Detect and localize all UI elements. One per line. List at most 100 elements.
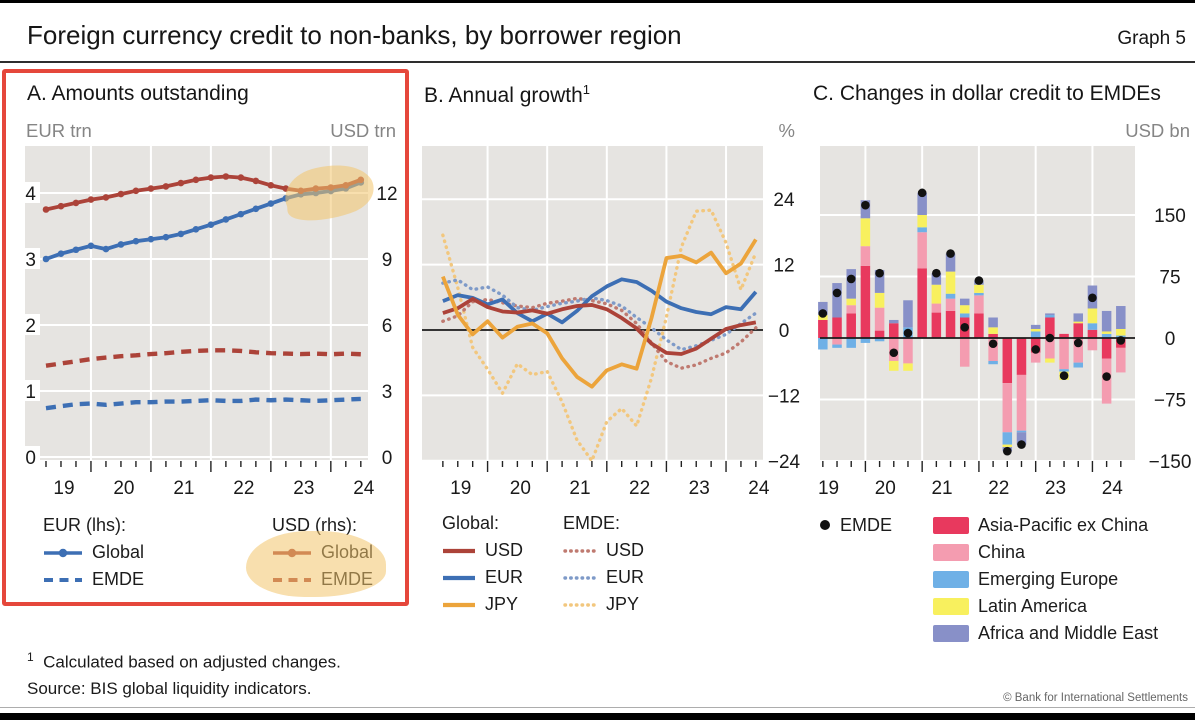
svg-text:21: 21 xyxy=(931,478,952,499)
legend-item-emerging-europe: Emerging Europe xyxy=(933,566,1158,593)
legend-item-emde-usd: USD xyxy=(563,537,683,564)
svg-text:19: 19 xyxy=(53,478,74,499)
asia-pacific-swatch xyxy=(933,517,970,534)
page-title: Foreign currency credit to non-banks, by… xyxy=(27,20,682,50)
svg-text:24: 24 xyxy=(353,478,375,499)
svg-text:6: 6 xyxy=(382,316,393,337)
top-border xyxy=(0,0,1195,3)
svg-text:−150: −150 xyxy=(1149,452,1192,473)
legend-item-global-eur: EUR xyxy=(442,564,542,591)
eur-global-line-swatch xyxy=(44,549,82,558)
source-line: Source: BIS global liquidity indicators. xyxy=(27,679,312,698)
svg-text:22: 22 xyxy=(988,478,1009,499)
legend-item-asia-pacific: Asia-Pacific ex China xyxy=(933,512,1158,539)
svg-text:3: 3 xyxy=(25,250,36,271)
legend-label: Asia-Pacific ex China xyxy=(978,515,1149,535)
svg-text:4: 4 xyxy=(25,184,36,205)
legend-label: USD xyxy=(606,540,645,560)
global-eur-line-swatch xyxy=(443,576,475,581)
legend-label: EMDE xyxy=(840,515,893,535)
usd-emde-dash-swatch xyxy=(273,578,312,583)
svg-text:0: 0 xyxy=(779,321,790,342)
legend-item-emde-eur: EUR xyxy=(563,564,683,591)
svg-text:21: 21 xyxy=(569,478,590,499)
legend-label: EUR xyxy=(485,567,524,587)
svg-text:19: 19 xyxy=(450,478,471,499)
legend-item-africa-middle-east: Africa and Middle East xyxy=(933,620,1158,647)
svg-text:0: 0 xyxy=(1165,329,1176,350)
legend-c-region-column: Asia-Pacific ex China China Emerging Eur… xyxy=(933,512,1158,647)
panel-c-title-text: C. Changes in dollar credit to EMDEs xyxy=(813,82,1161,105)
svg-text:9: 9 xyxy=(382,250,393,271)
svg-text:19: 19 xyxy=(818,478,839,499)
legend-label: EUR xyxy=(606,567,645,587)
svg-text:0: 0 xyxy=(25,448,36,469)
svg-text:0: 0 xyxy=(382,448,393,469)
legend-a-eur-column: EUR (lhs): Global EMDE xyxy=(43,512,193,593)
svg-text:24: 24 xyxy=(773,190,795,211)
legend-item-usd-global: Global xyxy=(272,539,412,566)
legend-label: JPY xyxy=(485,594,519,614)
footnote: 1 Calculated based on adjusted changes. xyxy=(27,650,341,673)
china-swatch xyxy=(933,544,970,561)
legend-label: Emerging Europe xyxy=(978,569,1119,589)
svg-text:20: 20 xyxy=(510,478,531,499)
legend-label: EMDE xyxy=(321,569,374,589)
legend-item-emde-dot: EMDE xyxy=(820,512,928,539)
global-jpy-line-swatch xyxy=(443,603,475,608)
svg-text:2: 2 xyxy=(25,316,36,337)
svg-text:23: 23 xyxy=(1045,478,1066,499)
svg-text:12: 12 xyxy=(376,184,397,205)
legend-label: JPY xyxy=(606,594,640,614)
legend-a-usd-header: USD (rhs): xyxy=(272,515,358,535)
legend-label: EMDE xyxy=(92,569,145,589)
panel-c-legend: EMDE Asia-Pacific ex China China Emergin… xyxy=(820,512,1158,647)
panel-b-title: B. Annual growth1 xyxy=(424,82,590,108)
svg-text:24: 24 xyxy=(748,478,770,499)
svg-text:−12: −12 xyxy=(768,386,800,407)
panel-c-title: C. Changes in dollar credit to EMDEs xyxy=(813,82,1161,106)
emerging-europe-swatch xyxy=(933,571,970,588)
emde-usd-dotted-swatch xyxy=(563,549,598,553)
emde-eur-dotted-swatch xyxy=(563,576,598,580)
svg-text:22: 22 xyxy=(233,478,254,499)
legend-b-emde-header: EMDE: xyxy=(563,513,621,533)
svg-text:%: % xyxy=(779,120,795,141)
svg-text:EUR trn: EUR trn xyxy=(26,120,92,141)
legend-c-dot-column: EMDE xyxy=(820,512,928,539)
panel-a-title-text: A. Amounts outstanding xyxy=(27,82,249,105)
legend-label: China xyxy=(978,542,1026,562)
legend-item-latin-america: Latin America xyxy=(933,593,1158,620)
svg-text:23: 23 xyxy=(689,478,710,499)
usd-global-line-swatch xyxy=(273,549,312,558)
footnote-text: Calculated based on adjusted changes. xyxy=(43,652,341,672)
svg-text:−75: −75 xyxy=(1154,391,1186,412)
emde-jpy-dotted-swatch xyxy=(563,603,598,607)
copyright-notice: © Bank for International Settlements xyxy=(1003,692,1188,704)
panel-b-title-text: B. Annual growth xyxy=(424,84,583,107)
svg-text:22: 22 xyxy=(629,478,650,499)
svg-text:USD trn: USD trn xyxy=(330,120,396,141)
legend-label: Africa and Middle East xyxy=(978,623,1159,643)
footer-divider xyxy=(0,707,1195,708)
panel-a-legend: EUR (lhs): Global EMDE USD (rhs): Global… xyxy=(43,512,412,593)
legend-item-eur-emde: EMDE xyxy=(43,566,193,593)
legend-b-global-column: Global: USD EUR JPY xyxy=(442,510,542,618)
legend-b-emde-column: EMDE: USD EUR JPY xyxy=(563,510,683,618)
legend-item-eur-global: Global xyxy=(43,539,193,566)
legend-item-emde-jpy: JPY xyxy=(563,591,683,618)
panel-a-title: A. Amounts outstanding xyxy=(27,82,249,106)
svg-text:21: 21 xyxy=(173,478,194,499)
svg-text:23: 23 xyxy=(293,478,314,499)
svg-text:−24: −24 xyxy=(768,452,800,473)
svg-text:12: 12 xyxy=(773,256,794,277)
svg-text:75: 75 xyxy=(1159,268,1180,289)
legend-a-usd-column: USD (rhs): Global EMDE xyxy=(272,512,412,593)
panel-b-legend: Global: USD EUR JPY EMDE: USD EUR JPY xyxy=(442,510,683,618)
legend-label: Global xyxy=(321,542,374,562)
legend-a-eur-header: EUR (lhs): xyxy=(43,515,127,535)
graph-number-label: Graph 5 xyxy=(1117,28,1186,49)
legend-item-global-usd: USD xyxy=(442,537,542,564)
svg-text:150: 150 xyxy=(1154,206,1186,227)
